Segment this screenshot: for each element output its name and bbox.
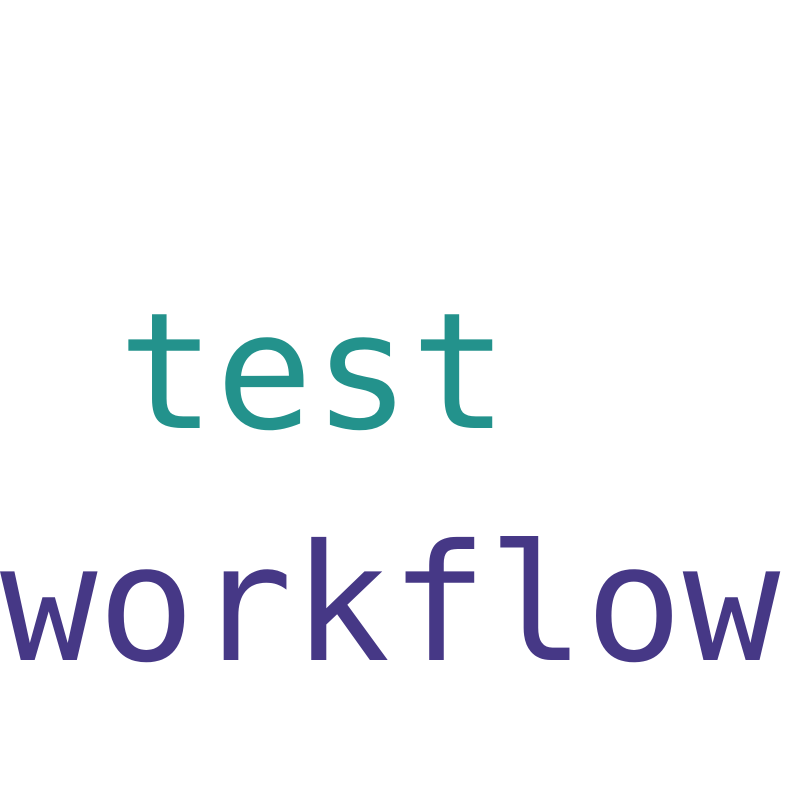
word-workflow: workflow xyxy=(0,511,781,699)
word-test: test xyxy=(118,279,509,467)
